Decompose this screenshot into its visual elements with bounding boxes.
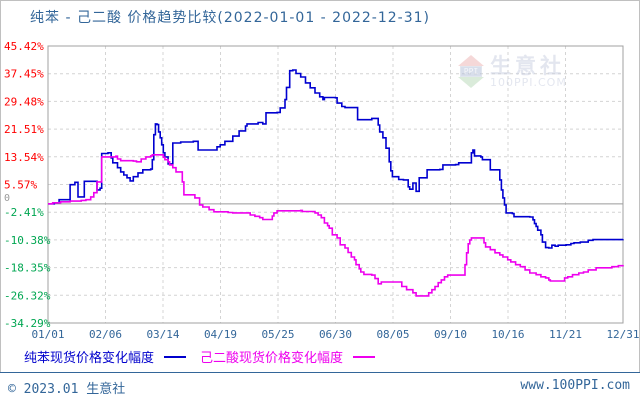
x-axis-tick-label: 10/16 — [491, 328, 524, 341]
y-axis-tick-label: -2.41% — [4, 206, 44, 219]
y-axis-tick-label: 21.51% — [4, 123, 44, 136]
footer-site-link[interactable]: www.100PPI.com — [520, 378, 630, 393]
footer-copyright: © 2023.01 生意社 — [8, 382, 126, 397]
x-axis-tick-label: 02/06 — [89, 328, 122, 341]
legend-line-adipic-acid — [353, 355, 376, 358]
y-axis-tick-label: -34.29% — [4, 317, 51, 330]
price-trend-chart: 45.42% 37.45% 29.48% 21.51% 13.54% 5.57% -2.41… — [4, 40, 640, 341]
x-axis-tick-label: 01/01 — [31, 328, 64, 341]
x-axis-tick-label: 09/10 — [434, 328, 467, 341]
chart-area: 45.42% 37.45% 29.48% 21.51% 13.54% 5.57% -2.41… — [4, 40, 640, 341]
chart-title: 纯苯 - 己二酸 价格趋势比较(2022-01-01 - 2022-12-31) — [30, 10, 431, 26]
legend-label-adipic-acid: 己二酸现货价格变化幅度 — [200, 351, 344, 366]
y-axis-tick-label: -26.32% — [4, 289, 51, 302]
y-axis-tick-label: 45.42% — [4, 40, 44, 53]
legend-line-benzene — [164, 355, 187, 358]
benzene-series-line — [48, 69, 624, 249]
x-axis-tick-label: 11/21 — [549, 328, 582, 341]
y-axis-tick-label: 37.45% — [4, 68, 44, 81]
y-axis-tick-label: 29.48% — [4, 95, 44, 108]
x-axis-tick-label: 08/05 — [376, 328, 409, 341]
plot-border — [47, 45, 624, 324]
y-axis-tick-label: -10.38% — [4, 234, 51, 247]
x-axis-tick-label: 03/14 — [146, 328, 179, 341]
zero-tick-label: 0 — [4, 193, 10, 204]
legend: 纯苯现货价格变化幅度 己二酸现货价格变化幅度 — [24, 347, 389, 366]
adipic-acid-series-line — [48, 154, 624, 297]
y-axis-tick-label: 13.54% — [4, 151, 44, 164]
footer-bar: © 2023.01 生意社 www.100PPI.com — [0, 372, 640, 400]
y-axis-tick-label: 5.57% — [4, 178, 37, 191]
legend-label-benzene: 纯苯现货价格变化幅度 — [24, 351, 155, 366]
x-axis-tick-label: 05/25 — [261, 328, 294, 341]
x-axis-tick-label: 04/19 — [204, 328, 237, 341]
y-axis-tick-label: -18.35% — [4, 262, 51, 275]
x-axis-tick-label: 12/31 — [606, 328, 639, 341]
x-axis-tick-label: 06/30 — [319, 328, 352, 341]
